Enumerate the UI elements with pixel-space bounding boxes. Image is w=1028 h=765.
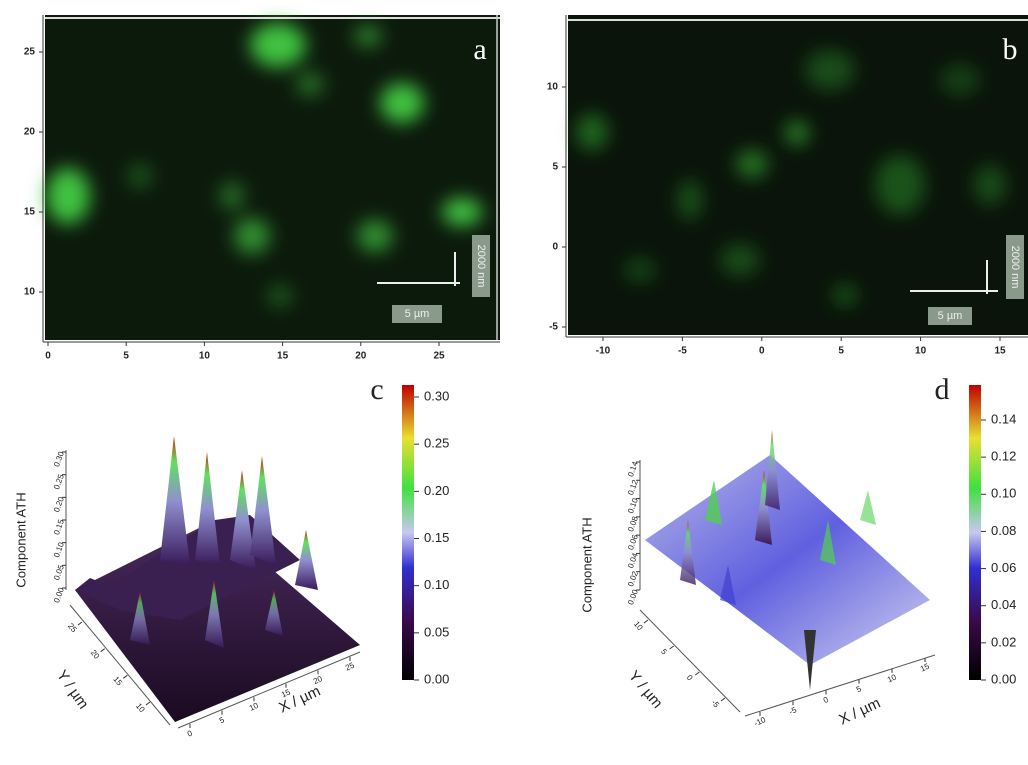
- y-axis-label: Y / µm: [625, 668, 666, 712]
- scale-bar-label: 5 µm: [405, 308, 430, 320]
- tick-label: 25: [433, 351, 445, 362]
- tick-label: 5: [218, 715, 226, 725]
- tick-label: 0.15: [424, 530, 449, 545]
- panel-label: b: [1003, 33, 1018, 66]
- tick-label: 20: [24, 127, 36, 138]
- tick-label: 5: [659, 647, 669, 657]
- tick-label: 0.00: [991, 671, 1016, 686]
- z-axis-label: Component ATH: [579, 517, 594, 612]
- tick-label: 0: [685, 673, 695, 683]
- tick-label: 5: [123, 351, 129, 362]
- tick-label: 0.06: [626, 533, 640, 551]
- tick-mark: [145, 701, 151, 706]
- tick-label: 20: [355, 351, 367, 362]
- tick-mark: [720, 697, 726, 702]
- tick-label: -5: [549, 322, 558, 333]
- tick-mark: [100, 648, 105, 653]
- tick-label: 0.06: [991, 560, 1016, 575]
- tick-label: 20: [89, 648, 102, 661]
- tick-label: -10: [753, 715, 768, 728]
- tick-mark: [123, 674, 128, 679]
- tick-label: 0: [186, 728, 194, 738]
- tick-label: 0.00: [52, 586, 66, 604]
- tick-label: 0.30: [424, 388, 449, 403]
- tick-label: 0.00: [626, 588, 640, 606]
- tick-label: 0: [822, 695, 830, 705]
- tick-label: 0: [45, 351, 51, 362]
- tick-label: 0.10: [626, 496, 640, 514]
- scale-bar-label: 2000 nm: [1009, 246, 1021, 289]
- tick-label: 0.25: [424, 436, 449, 451]
- tick-label: 0.30: [52, 450, 66, 468]
- y-axis-label: Y / µm: [53, 667, 92, 712]
- tick-label: 5: [552, 162, 558, 173]
- tick-label: 0.04: [626, 551, 640, 569]
- tick-label: 0.14: [626, 460, 640, 478]
- panel-label: a: [473, 33, 486, 66]
- tick-label: 15: [24, 207, 36, 218]
- tick-label: 20: [312, 674, 324, 686]
- colorbar-c: [402, 385, 414, 680]
- tick-label: -5: [710, 698, 722, 710]
- tick-label: 15: [994, 346, 1006, 357]
- tick-label: 0.08: [626, 515, 640, 533]
- tick-label: 0.10: [52, 540, 66, 558]
- tick-label: 0.15: [52, 518, 66, 536]
- tick-label: 15: [277, 351, 289, 362]
- tick-label: 0.02: [626, 570, 640, 588]
- tick-mark: [669, 645, 674, 650]
- tick-mark: [695, 671, 700, 676]
- colorbar-d: [969, 385, 981, 680]
- tick-label: 10: [632, 619, 645, 632]
- tick-label: 0.10: [424, 577, 449, 592]
- tick-label: 0.20: [52, 495, 66, 513]
- tick-label: 0.20: [424, 483, 449, 498]
- tick-label: -5: [788, 705, 799, 716]
- tick-label: 0.04: [991, 597, 1016, 612]
- panel-label: c: [370, 373, 383, 406]
- tick-label: 25: [66, 621, 79, 634]
- tick-label: 25: [24, 47, 36, 58]
- tick-label: 10: [886, 672, 898, 684]
- tick-label: 0.05: [424, 624, 449, 639]
- tick-label: 0.12: [626, 478, 640, 496]
- tick-label: 0.10: [991, 486, 1016, 501]
- tick-label: 0: [552, 242, 558, 253]
- tick-label: 10: [248, 701, 260, 713]
- x-axis-label: X / µm: [836, 695, 883, 729]
- tick-label: 0.08: [991, 523, 1016, 538]
- tick-mark: [643, 619, 649, 624]
- tick-label: -10: [596, 346, 611, 357]
- tick-label: -5: [678, 346, 687, 357]
- scale-bar-label: 5 µm: [938, 310, 963, 322]
- tick-label: 10: [199, 351, 211, 362]
- tick-label: 0.14: [991, 411, 1016, 426]
- tick-label: 10: [134, 701, 147, 714]
- panel-b-image: [568, 15, 1028, 335]
- scale-bar-label: 2000 nm: [475, 245, 487, 288]
- tick-label: 10: [547, 82, 559, 93]
- tick-mark: [77, 621, 83, 626]
- tick-label: 5: [855, 684, 863, 694]
- tick-label: 15: [280, 687, 292, 699]
- panel-a-image: [45, 15, 500, 340]
- tick-label: 10: [915, 346, 927, 357]
- tick-label: 5: [838, 346, 844, 357]
- tick-label: 15: [919, 661, 931, 673]
- tick-label: 25: [344, 660, 356, 672]
- tick-label: 0.12: [991, 449, 1016, 464]
- tick-label: 10: [24, 287, 36, 298]
- tick-label: 0.05: [52, 563, 66, 581]
- tick-label: 0: [759, 346, 765, 357]
- panel-d-surface: [639, 430, 936, 717]
- tick-label: 15: [111, 675, 124, 688]
- panel-c-surface: [65, 436, 361, 729]
- tick-label: 0.25: [52, 472, 66, 490]
- tick-label: 0.00: [424, 671, 449, 686]
- z-axis-label: Component ATH: [13, 492, 28, 587]
- tick-label: 0.02: [991, 634, 1016, 649]
- panel-label: d: [935, 373, 950, 406]
